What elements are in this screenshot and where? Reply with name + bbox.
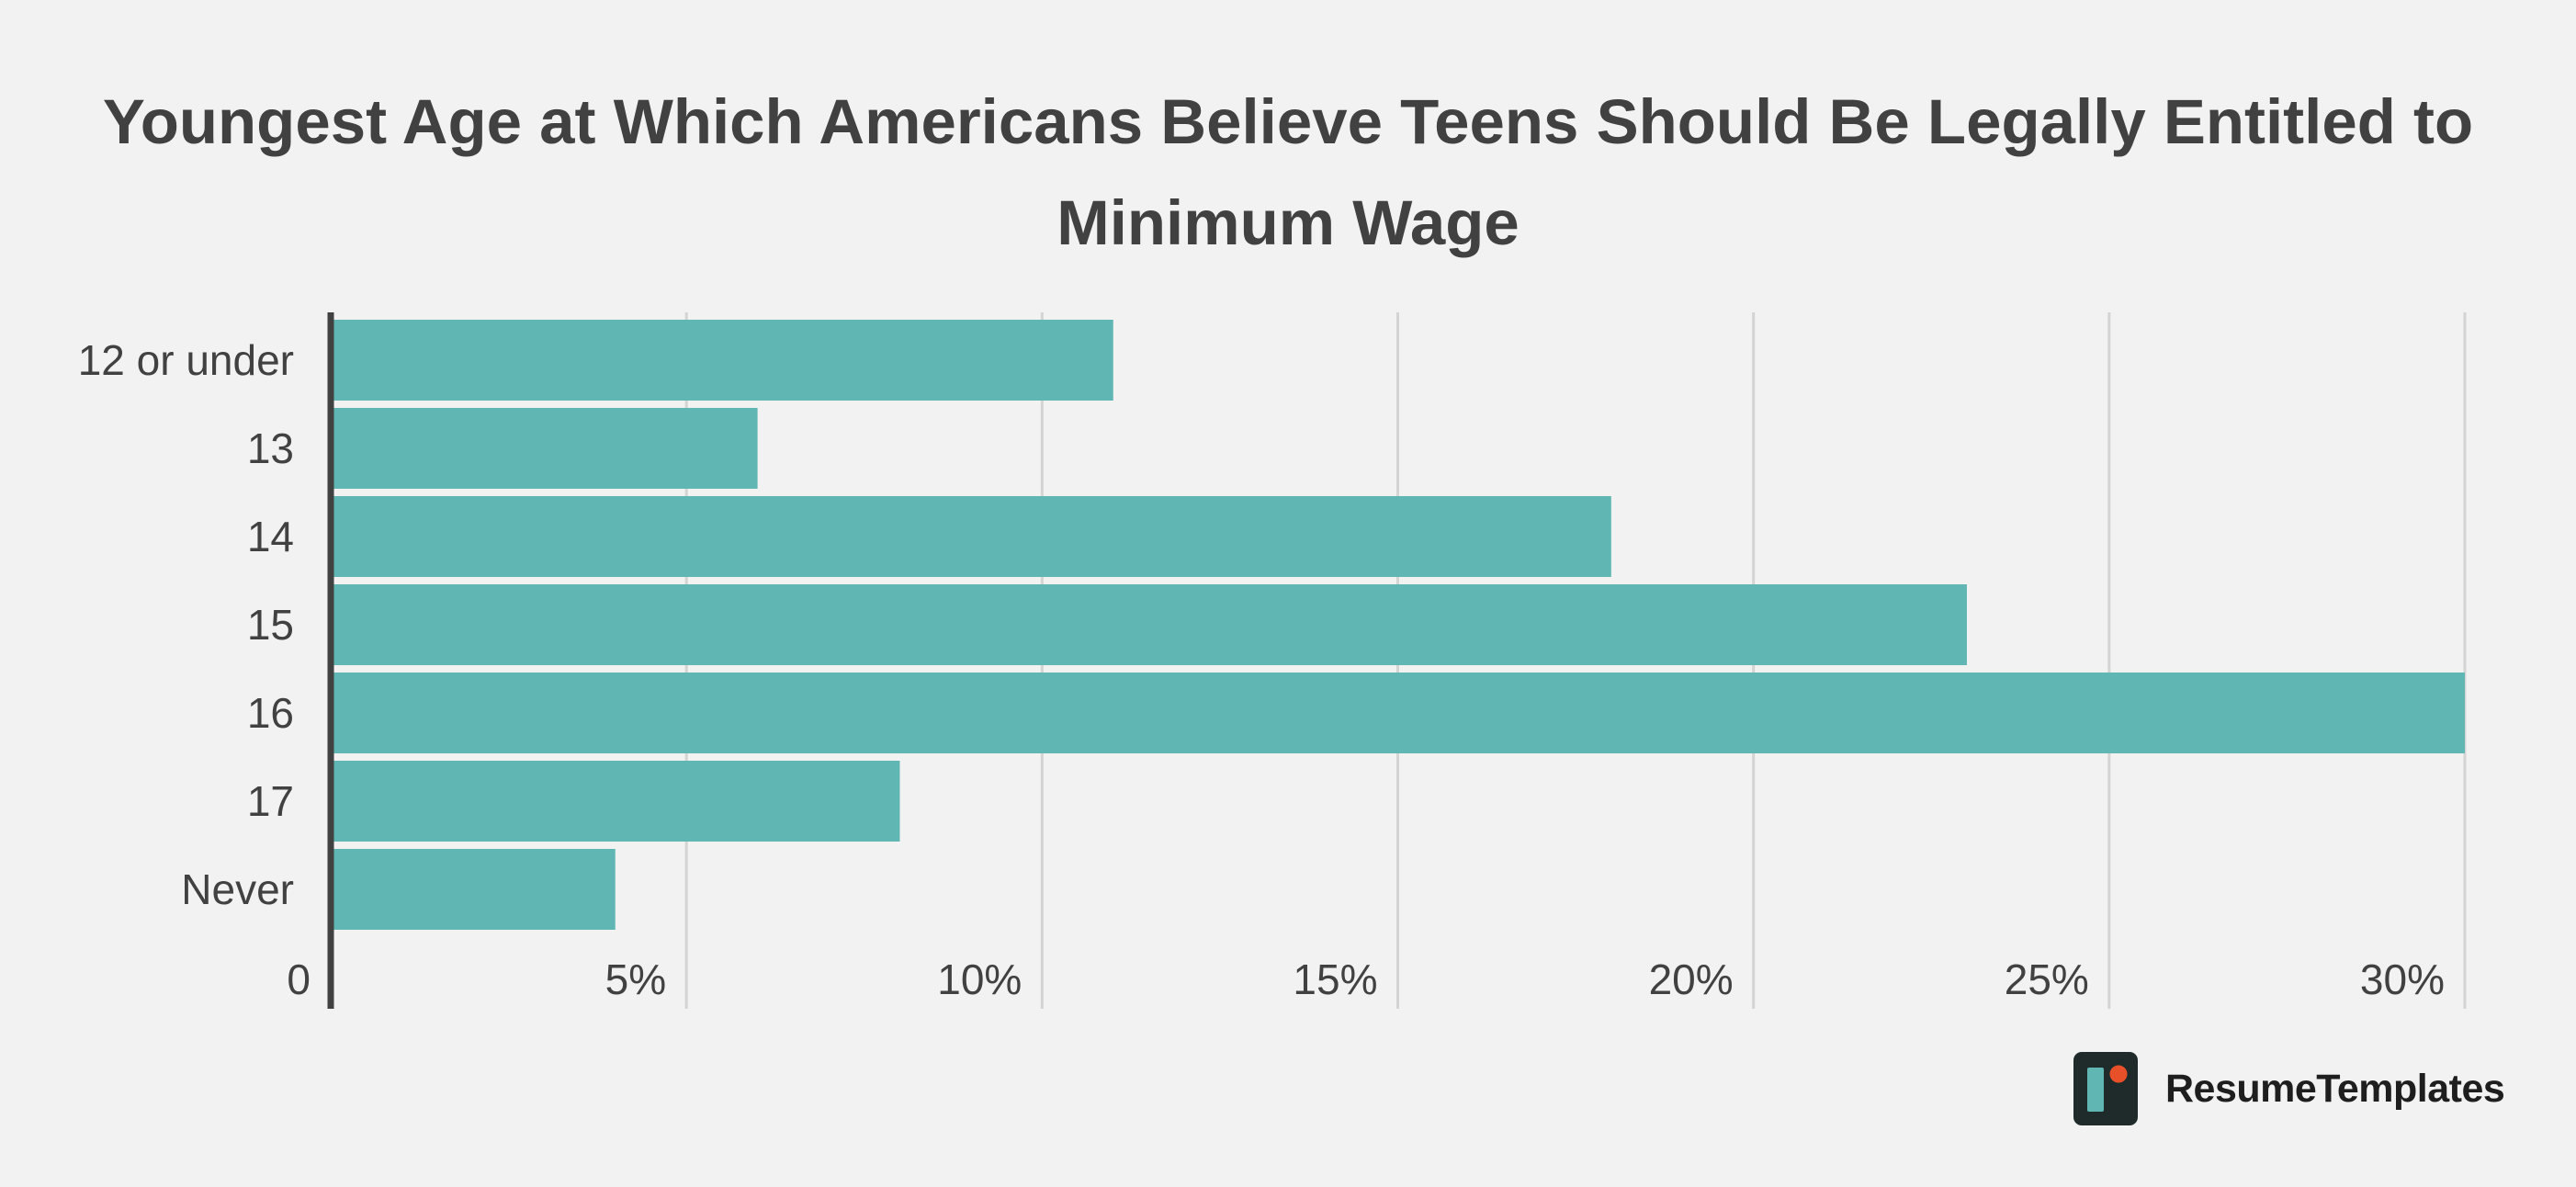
x-tick-label: 25% — [2005, 955, 2089, 1003]
x-tick-label: 30% — [2360, 955, 2445, 1003]
bar-13 — [331, 408, 758, 489]
category-label: 12 or under — [78, 336, 294, 384]
bar-12-or-under — [331, 320, 1113, 401]
bar-14 — [331, 496, 1611, 577]
chart-title-line-1: Youngest Age at Which Americans Believe … — [102, 86, 2474, 157]
category-label: 14 — [247, 513, 294, 560]
x-tick-label: 10% — [937, 955, 1022, 1003]
bar-never — [331, 849, 616, 930]
x-tick-label: 20% — [1649, 955, 1734, 1003]
category-label: 16 — [247, 689, 294, 737]
chart-title: Youngest Age at Which Americans Believe … — [0, 72, 2576, 274]
category-label: 15 — [247, 601, 294, 649]
x-tick-label: 0 — [287, 955, 311, 1003]
category-label: 13 — [247, 424, 294, 472]
bars — [331, 320, 2465, 930]
resumetemplates-logo-icon — [2073, 1052, 2138, 1125]
chart-title-line-2: Minimum Wage — [1056, 187, 1520, 258]
x-tick-label: 15% — [1293, 955, 1377, 1003]
bar-15 — [331, 584, 1967, 665]
category-labels: 12 or under 13 14 15 16 17 Never — [78, 336, 294, 913]
x-tick-labels: 0 5% 10% 15% 20% 25% 30% — [287, 955, 2445, 1003]
brand-badge: ResumeTemplates — [2073, 1052, 2505, 1125]
category-label: Never — [181, 865, 294, 913]
category-label: 17 — [247, 777, 294, 825]
bar-17 — [331, 761, 900, 842]
x-tick-label: 5% — [605, 955, 666, 1003]
bar-16 — [331, 673, 2465, 753]
brand-name: ResumeTemplates — [2165, 1066, 2505, 1111]
